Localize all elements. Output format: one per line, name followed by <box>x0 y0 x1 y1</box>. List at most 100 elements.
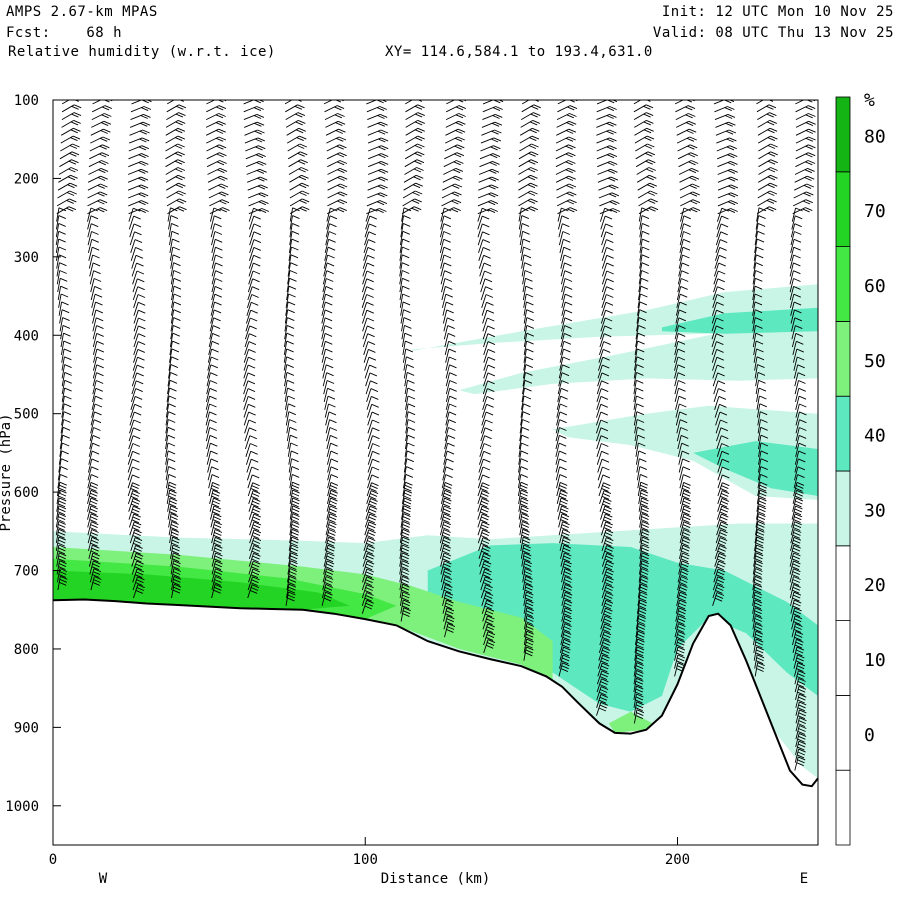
wind-barb-flag <box>756 246 764 251</box>
wind-barb-flag <box>560 508 568 513</box>
wind-barb-flag <box>569 113 577 117</box>
wind-barb <box>57 466 62 481</box>
wind-barb <box>90 136 104 144</box>
wind-barb <box>716 506 723 520</box>
wind-barb-flag <box>562 223 570 228</box>
wind-barb-flag <box>612 200 620 205</box>
wind-barb-flag <box>132 458 140 463</box>
wind-barb-flag <box>601 678 609 683</box>
wind-barb-flag <box>487 388 495 393</box>
wind-barb-flag <box>141 160 149 165</box>
wind-barb-flag <box>523 573 532 578</box>
wind-barb <box>286 576 290 591</box>
wind-barb-flag <box>522 528 530 533</box>
wind-barb-flag <box>407 426 416 431</box>
wind-barb <box>481 592 487 606</box>
wind-barb-flag <box>446 309 454 314</box>
wind-barb-flag <box>689 128 697 133</box>
wind-barb-flag <box>602 474 611 479</box>
wind-barb-flag <box>612 208 621 212</box>
wind-barb-flag <box>755 555 763 560</box>
wind-barb <box>88 160 102 168</box>
wind-barb-flag <box>57 558 66 563</box>
wind-barb <box>555 152 569 160</box>
wind-barb-flag <box>754 566 762 571</box>
wind-barb <box>168 513 172 528</box>
wind-barb-flag <box>63 419 71 423</box>
wind-barb <box>596 443 602 457</box>
wind-barb <box>247 474 253 489</box>
wind-barb-flag <box>328 411 337 416</box>
wind-barb <box>55 537 60 551</box>
wind-barb <box>756 497 760 512</box>
wind-barb <box>639 246 643 261</box>
wind-barb-flag <box>402 610 411 615</box>
wind-barb-flag <box>334 114 343 119</box>
wind-barb <box>599 623 606 638</box>
wind-barb <box>248 215 255 230</box>
wind-barb-flag <box>323 597 332 602</box>
wind-barb-flag <box>402 536 410 541</box>
wind-barb-flag <box>442 547 451 552</box>
wind-barb-flag <box>446 610 454 615</box>
wind-barb-flag <box>727 162 735 166</box>
wind-barb-flag <box>168 458 176 463</box>
wind-barb <box>483 364 489 379</box>
wind-barb-flag <box>454 153 462 158</box>
wind-barb <box>405 427 409 442</box>
wind-barb <box>523 615 528 630</box>
field-title: Relative humidity (w.r.t. ice) <box>8 44 276 60</box>
wind-barb-flag <box>757 222 766 227</box>
wind-barb-flag <box>90 550 99 555</box>
wind-barb-flag <box>252 474 260 479</box>
wind-barb-flag <box>755 633 763 638</box>
wind-barb-flag <box>797 466 806 471</box>
wind-barb-flag <box>136 372 144 377</box>
wind-barb <box>717 498 723 512</box>
wind-barb <box>206 364 212 379</box>
wind-barb-flag <box>292 207 300 212</box>
wind-barb-flag <box>611 184 619 189</box>
wind-barb-flag <box>520 511 528 516</box>
wind-barb <box>87 191 101 199</box>
wind-barb <box>89 144 103 152</box>
wind-barb-flag <box>682 539 690 544</box>
wind-barb-flag <box>637 340 645 345</box>
wind-barb <box>639 223 643 238</box>
wind-barb-flag <box>488 193 496 198</box>
wind-barb-flag <box>680 419 688 424</box>
wind-barb-flag <box>402 516 411 521</box>
wind-barb-flag <box>797 738 805 743</box>
wind-barb-flag <box>93 419 102 424</box>
wind-barb-flag <box>798 735 806 740</box>
wind-barb <box>365 372 371 387</box>
wind-barb <box>521 262 525 277</box>
wind-barb-flag <box>635 707 643 712</box>
wind-barb-flag <box>602 466 610 471</box>
wind-barb-flag <box>803 184 812 189</box>
wind-barb <box>326 207 331 222</box>
wind-barb-flag <box>524 563 532 568</box>
wind-barb-flag <box>324 574 333 578</box>
wind-barb <box>321 325 326 340</box>
wind-barb-flag <box>757 662 765 667</box>
wind-barb-flag <box>520 450 529 455</box>
wind-barb <box>366 106 380 113</box>
wind-barb-flag <box>720 516 728 521</box>
wind-barb <box>325 128 339 136</box>
wind-barb-flag <box>62 324 71 329</box>
wind-barb <box>401 333 406 348</box>
wind-barb-flag <box>178 112 186 117</box>
wind-barb-flag <box>677 657 685 662</box>
wind-barb-flag <box>212 500 220 505</box>
wind-barb <box>289 497 294 512</box>
wind-barb <box>600 521 607 536</box>
wind-barb <box>791 215 796 230</box>
wind-barb <box>283 364 288 379</box>
wind-barb <box>717 160 731 168</box>
wind-barb-flag <box>326 550 334 555</box>
wind-barb <box>322 270 328 285</box>
wind-barb <box>795 717 800 732</box>
wind-barb <box>714 545 721 559</box>
wind-barb <box>287 552 292 567</box>
